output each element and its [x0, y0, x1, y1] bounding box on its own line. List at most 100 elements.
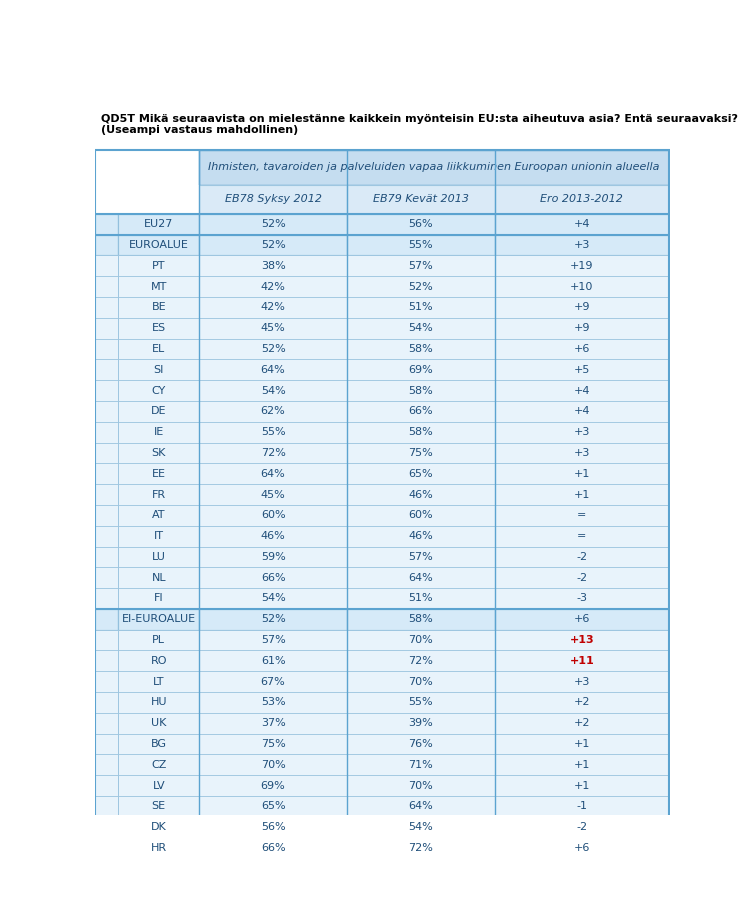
Bar: [199, 185, 347, 213]
Text: 42%: 42%: [261, 302, 285, 312]
Text: +11: +11: [569, 656, 595, 666]
Bar: [495, 734, 669, 755]
Bar: [199, 297, 347, 318]
Text: CY: CY: [152, 386, 166, 396]
Bar: [495, 401, 669, 421]
Bar: [96, 463, 118, 485]
Text: +9: +9: [574, 302, 590, 312]
Bar: [495, 755, 669, 775]
Bar: [347, 775, 495, 796]
Bar: [347, 671, 495, 692]
Text: +2: +2: [574, 718, 590, 728]
Bar: [347, 588, 495, 609]
Text: 52%: 52%: [261, 219, 285, 229]
Text: 56%: 56%: [261, 823, 285, 832]
Bar: [118, 485, 199, 505]
Bar: [118, 297, 199, 318]
Bar: [495, 775, 669, 796]
Text: +3: +3: [574, 240, 590, 250]
Bar: [118, 277, 199, 297]
Text: +6: +6: [574, 344, 590, 354]
Bar: [96, 234, 118, 256]
Bar: [199, 567, 347, 588]
Text: 45%: 45%: [261, 323, 285, 333]
Bar: [199, 609, 347, 629]
Text: 52%: 52%: [261, 344, 285, 354]
Text: 72%: 72%: [409, 843, 433, 853]
Bar: [495, 692, 669, 713]
Text: EB78 Syksy 2012: EB78 Syksy 2012: [225, 194, 322, 204]
Bar: [199, 796, 347, 817]
Text: DE: DE: [151, 407, 167, 417]
Text: 58%: 58%: [409, 344, 433, 354]
Bar: [118, 588, 199, 609]
Bar: [199, 713, 347, 734]
Bar: [199, 588, 347, 609]
Text: IT: IT: [154, 531, 164, 541]
Text: PL: PL: [152, 635, 165, 645]
Text: 70%: 70%: [409, 677, 433, 687]
Bar: [495, 463, 669, 485]
Bar: [199, 755, 347, 775]
Bar: [495, 588, 669, 609]
Text: MT: MT: [151, 281, 167, 291]
Bar: [96, 339, 118, 359]
Bar: [96, 318, 118, 339]
Text: RO: RO: [150, 656, 167, 666]
Text: 76%: 76%: [409, 739, 433, 749]
Text: EE: EE: [152, 469, 166, 479]
Bar: [96, 817, 118, 837]
Text: +4: +4: [574, 219, 590, 229]
Bar: [96, 277, 118, 297]
Bar: [118, 505, 199, 526]
Bar: [495, 277, 669, 297]
Bar: [118, 734, 199, 755]
Bar: [118, 359, 199, 380]
Bar: [118, 318, 199, 339]
Bar: [199, 775, 347, 796]
Bar: [96, 526, 118, 547]
Bar: [199, 150, 669, 185]
Bar: [495, 380, 669, 401]
Text: Ihmisten, tavaroiden ja palveluiden vapaa liikkuminen Euroopan unionin alueella: Ihmisten, tavaroiden ja palveluiden vapa…: [208, 162, 660, 172]
Bar: [347, 734, 495, 755]
Text: 65%: 65%: [261, 802, 285, 812]
Text: QD5T Mikä seuraavista on mielestänne kaikkein myönteisin EU:sta aiheutuva asia? : QD5T Mikä seuraavista on mielestänne kai…: [101, 114, 737, 136]
Bar: [96, 650, 118, 671]
Bar: [118, 671, 199, 692]
Bar: [347, 339, 495, 359]
Bar: [118, 401, 199, 421]
Text: FR: FR: [152, 489, 166, 499]
Bar: [347, 318, 495, 339]
Text: 70%: 70%: [409, 635, 433, 645]
Text: +1: +1: [574, 759, 590, 769]
Text: 45%: 45%: [261, 489, 285, 499]
Bar: [347, 713, 495, 734]
Text: 52%: 52%: [261, 240, 285, 250]
Bar: [96, 837, 118, 858]
Text: UK: UK: [151, 718, 167, 728]
Bar: [96, 796, 118, 817]
Text: 69%: 69%: [409, 365, 433, 375]
Text: LU: LU: [152, 552, 166, 562]
Text: 60%: 60%: [261, 510, 285, 520]
Bar: [96, 692, 118, 713]
Bar: [118, 567, 199, 588]
Bar: [96, 547, 118, 567]
Bar: [495, 442, 669, 463]
Bar: [199, 485, 347, 505]
Bar: [199, 277, 347, 297]
Bar: [495, 713, 669, 734]
Bar: [118, 213, 199, 234]
Bar: [199, 421, 347, 442]
Text: 62%: 62%: [261, 407, 285, 417]
Text: HR: HR: [151, 843, 167, 853]
Bar: [199, 213, 347, 234]
Text: 57%: 57%: [409, 552, 433, 562]
Bar: [118, 837, 199, 858]
Bar: [347, 796, 495, 817]
Text: -2: -2: [577, 823, 587, 832]
Bar: [495, 526, 669, 547]
Bar: [96, 505, 118, 526]
Text: FI: FI: [154, 594, 164, 604]
